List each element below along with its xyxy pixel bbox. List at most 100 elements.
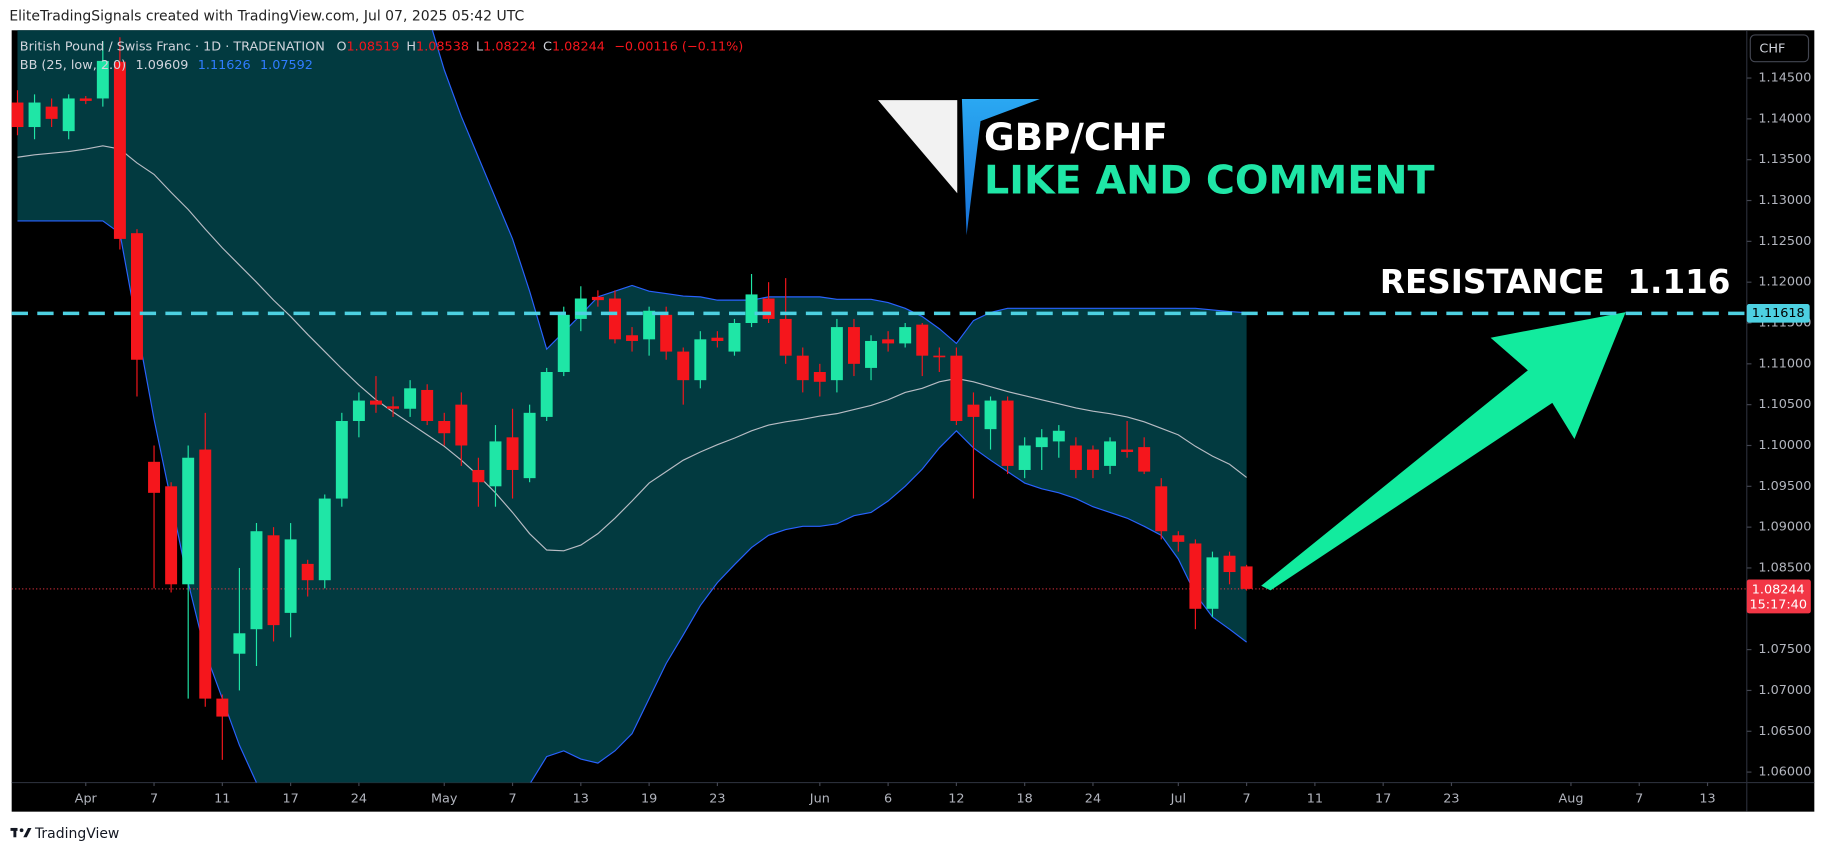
y-tick-label: 1.12000: [1758, 275, 1811, 290]
y-tick-label: 1.08500: [1758, 560, 1811, 575]
candle-body: [626, 335, 639, 341]
y-tick-label: 1.10000: [1758, 438, 1811, 453]
x-tick-label: 17: [1375, 791, 1391, 806]
candle-body: [455, 404, 468, 446]
candle-body: [745, 294, 758, 324]
x-tick-label: 11: [1307, 791, 1323, 806]
x-tick-label: Aug: [1558, 791, 1583, 806]
ohlc-prefix: H: [406, 39, 416, 54]
candle-body: [148, 461, 161, 493]
candle-body: [916, 324, 929, 356]
x-tick-label: Apr: [75, 791, 98, 806]
tv-logo: [10, 827, 32, 838]
candle-body: [1155, 486, 1168, 532]
currency-label[interactable]: CHF: [1759, 41, 1785, 56]
candle-body: [472, 469, 485, 483]
candle-body: [847, 327, 860, 364]
x-tick-label: 13: [573, 791, 589, 806]
candle-body: [1001, 400, 1014, 466]
currency-button[interactable]: [1749, 34, 1810, 63]
candle-body: [352, 400, 365, 421]
upper-value: 1.11626: [198, 58, 251, 73]
candle-body: [216, 698, 229, 717]
candle-body: [1104, 441, 1117, 466]
logo-blue: [961, 98, 1040, 236]
y-tick-label: 1.14000: [1758, 111, 1811, 126]
y-tick-label: 1.06000: [1758, 765, 1811, 780]
y-tick-label: 1.09000: [1758, 520, 1811, 535]
y-tick-label: 1.12500: [1758, 234, 1811, 249]
candle-body: [591, 296, 604, 301]
last-price-box: [1746, 579, 1811, 614]
logo: [878, 98, 1040, 236]
candle-body: [284, 539, 297, 613]
x-tick-label: 23: [1443, 791, 1459, 806]
resistance-price-box: [1746, 304, 1810, 323]
x-tick-label: May: [431, 791, 458, 806]
x-tick-label: 24: [351, 791, 367, 806]
basis-line: [17, 145, 1247, 552]
y-tick-label: 1.14500: [1758, 71, 1811, 86]
resistance-price-label: 1.11618: [1752, 306, 1805, 321]
resistance-label: RESISTANCE 1.116: [1380, 263, 1731, 301]
ohlc-prefix: O: [336, 39, 346, 54]
arrow: [1261, 312, 1626, 591]
x-tick-label: 7: [508, 791, 516, 806]
candle-body: [694, 339, 707, 381]
indicator-name: BB (25, low, 2.0): [20, 58, 126, 73]
candle-body: [813, 371, 826, 382]
x-tick-label: 13: [1699, 791, 1715, 806]
candle-body: [779, 318, 792, 356]
candle-body: [984, 400, 997, 430]
x-tick-label: 11: [214, 791, 230, 806]
candle-body: [608, 298, 621, 340]
candle-body: [967, 404, 980, 417]
candle-body: [404, 388, 417, 409]
y-tick-label: 1.07500: [1758, 642, 1811, 657]
y-tick-label: 1.11000: [1758, 356, 1811, 371]
last-price-label: 1.08244: [1752, 583, 1805, 598]
x-tick-label: 24: [1085, 791, 1101, 806]
attribution: EliteTradingSignals created with Trading…: [9, 8, 524, 24]
candle-body: [421, 389, 434, 421]
ohlc-prefix: C: [543, 39, 552, 54]
ohlc-prefix: L: [476, 39, 484, 54]
candle-body: [660, 314, 673, 352]
change-label: −0.00116 (−0.11%): [614, 39, 743, 54]
candle-body: [1018, 445, 1031, 470]
candle-body: [182, 457, 195, 585]
candle-body: [899, 327, 912, 344]
candle-body: [677, 351, 690, 381]
candle-body: [96, 60, 109, 99]
plot-area: [11, 30, 1747, 783]
logo-white: [878, 100, 958, 194]
candle-body: [131, 233, 143, 360]
lower-value: 1.07592: [260, 58, 313, 73]
candle-body: [933, 355, 946, 358]
candle-body: [643, 310, 656, 340]
candle-body: [1052, 430, 1065, 442]
candle-body: [762, 298, 775, 319]
candle-body: [233, 633, 246, 654]
candle-body: [506, 437, 519, 470]
candle-body: [574, 298, 587, 319]
footer-brand: TradingView: [34, 826, 119, 842]
candle-body: [489, 441, 502, 487]
candle-body: [250, 531, 263, 630]
candle-body: [1172, 535, 1185, 542]
candle-body: [387, 406, 400, 409]
x-tick-label: 7: [1243, 791, 1251, 806]
candle-body: [728, 323, 741, 352]
candle-body: [557, 314, 570, 372]
x-tick-label: 19: [641, 791, 657, 806]
candle-body: [267, 535, 280, 626]
candle-body: [1035, 437, 1048, 448]
basis-value: 1.09609: [136, 58, 189, 73]
candle-body: [1223, 555, 1236, 573]
x-tick-label: 17: [282, 791, 298, 806]
annotation-title: GBP/CHF: [984, 115, 1168, 159]
candle-body: [45, 106, 58, 119]
y-tick-label: 1.13000: [1758, 193, 1811, 208]
x-tick-label: 7: [150, 791, 158, 806]
